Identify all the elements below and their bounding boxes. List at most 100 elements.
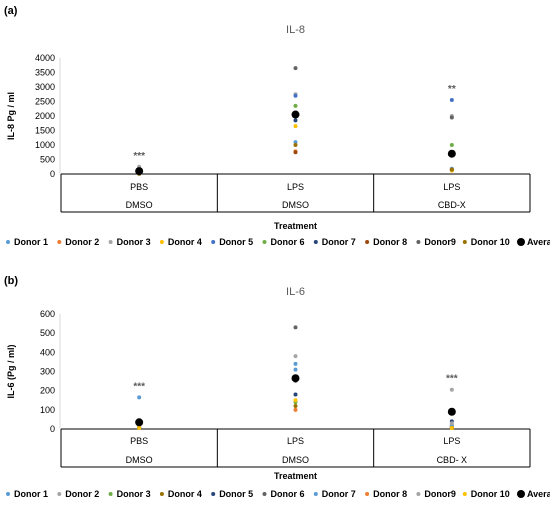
donor-point	[293, 124, 298, 129]
legend-label: Donor 4	[168, 489, 202, 499]
donor-point	[293, 118, 298, 123]
legend-label: Donor 1	[14, 237, 48, 247]
legend-marker	[313, 240, 318, 244]
legend-label: Average	[527, 237, 550, 247]
donor-point	[293, 398, 298, 403]
donor-point	[449, 421, 454, 426]
donor-point	[449, 98, 454, 103]
donor-point	[293, 407, 298, 412]
donor-point	[293, 392, 298, 397]
y-tick-label: 600	[40, 309, 55, 319]
donor-point	[293, 325, 298, 330]
x-category-label: PBS	[130, 436, 148, 446]
donor-point	[449, 143, 454, 147]
y-tick-label: 400	[40, 347, 55, 357]
donor-point	[449, 387, 454, 392]
average-point	[291, 110, 300, 119]
legend-marker	[108, 240, 113, 244]
legend-marker	[57, 492, 62, 496]
legend-marker	[365, 240, 370, 244]
significance-label: ***	[133, 151, 145, 162]
legend-label: Donor 6	[271, 237, 305, 247]
legend-marker	[211, 240, 216, 244]
legend-marker	[211, 492, 216, 496]
legend-label: Donor 7	[322, 489, 356, 499]
legend-marker	[365, 492, 370, 496]
x-category-sublabel: DMSO	[282, 200, 309, 210]
y-tick-label: 3000	[35, 82, 55, 92]
x-category-label: LPS	[443, 436, 460, 446]
legend-label: Donor 8	[373, 237, 407, 247]
x-category-sublabel: DMSO	[126, 200, 153, 210]
legend-marker	[416, 240, 421, 244]
x-category-label: LPS	[287, 182, 304, 192]
legend-label: Donor 4	[168, 237, 202, 247]
donor-point	[293, 361, 298, 366]
significance-label: ***	[446, 374, 458, 385]
legend-marker	[517, 238, 525, 246]
x-category-label: LPS	[443, 182, 460, 192]
average-point	[135, 167, 144, 176]
donor-point	[293, 367, 298, 372]
y-tick-label: 1500	[35, 126, 55, 136]
legend-label: Average	[527, 489, 550, 499]
y-tick-label: 200	[40, 386, 55, 396]
donor-point	[449, 167, 454, 172]
legend-label: Donor 8	[373, 489, 407, 499]
y-tick-label: 2500	[35, 97, 55, 107]
y-tick-label: 300	[40, 367, 55, 377]
average-point	[291, 374, 300, 383]
donor-point	[293, 150, 298, 155]
legend-label: Donor 1	[14, 489, 48, 499]
legend-label: Donor9	[424, 489, 456, 499]
legend-marker	[517, 490, 525, 498]
chart-panel-b: (b) IL-6 0 100 200 300 400 500 600 IL-6 (Pg / ml)…	[4, 275, 550, 499]
x-category-label: LPS	[287, 436, 304, 446]
average-point	[135, 418, 144, 427]
legend-label: Donor9	[424, 237, 456, 247]
y-tick-label: 100	[40, 405, 55, 415]
legend-label: Donor 6	[271, 489, 305, 499]
legend-marker	[262, 492, 267, 496]
significance-label: ***	[133, 381, 145, 392]
significance-label: **	[448, 84, 456, 95]
average-point	[447, 149, 456, 158]
legend-label: Donor 2	[65, 489, 99, 499]
y-tick-label: 4000	[35, 53, 55, 63]
x-category-sublabel: CBD-X	[438, 200, 466, 210]
average-point	[447, 407, 456, 416]
donor-point	[293, 354, 298, 359]
x-axis-label: Treatment	[274, 471, 317, 481]
chart-title: IL-8	[286, 24, 305, 36]
legend-marker	[159, 240, 164, 244]
x-category-label: PBS	[130, 182, 148, 192]
legend-marker	[262, 240, 267, 244]
donor-point	[449, 426, 454, 431]
y-axis-label: IL-6 (Pg / ml)	[6, 344, 16, 398]
y-tick-label: 0	[50, 169, 55, 179]
y-tick-label: 500	[40, 328, 55, 338]
legend-label: Donor 10	[471, 237, 510, 247]
y-tick-label: 1000	[35, 140, 55, 150]
donor-point	[293, 103, 298, 108]
y-axis-label: IL-8 Pg / ml	[6, 92, 16, 140]
donor-point	[293, 93, 298, 98]
panel-letter: (a)	[4, 5, 18, 17]
legend-marker	[462, 492, 467, 496]
legend-marker	[57, 240, 62, 244]
legend-marker	[416, 492, 421, 496]
donor-point	[293, 143, 298, 147]
legend-marker	[313, 492, 318, 496]
legend-label: Donor 5	[219, 489, 253, 499]
legend-label: Donor 3	[117, 237, 151, 247]
y-tick-label: 500	[40, 155, 55, 165]
x-category-sublabel: CBD- X	[437, 455, 468, 465]
y-tick-label: 2000	[35, 111, 55, 121]
y-tick-label: 3500	[35, 68, 55, 78]
x-category-sublabel: DMSO	[282, 455, 309, 465]
donor-point	[449, 115, 454, 120]
legend-label: Donor 10	[471, 489, 510, 499]
panel-letter: (b)	[4, 275, 18, 287]
donor-point	[293, 140, 298, 145]
